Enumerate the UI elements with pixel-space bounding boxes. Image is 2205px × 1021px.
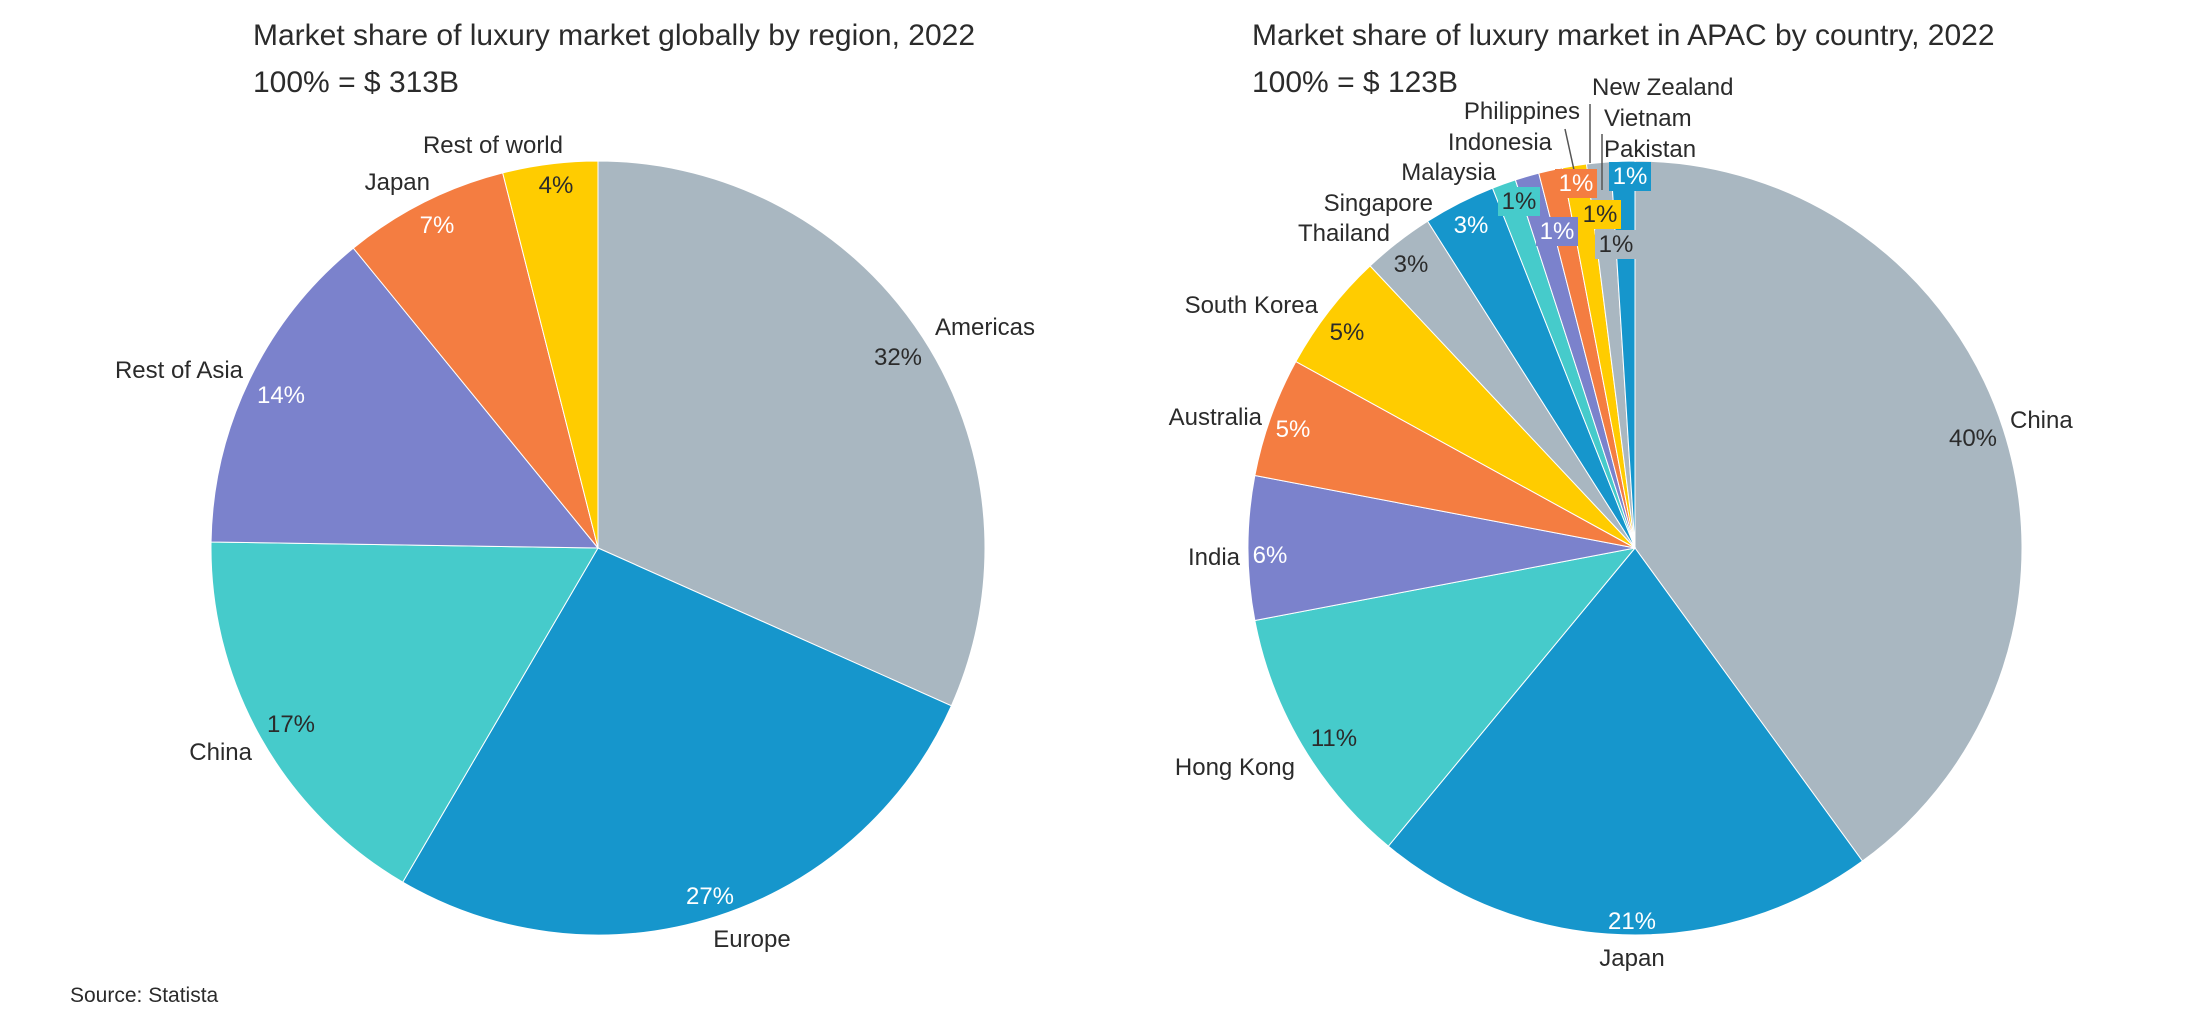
slice-value-thailand: 3% <box>1394 251 1429 278</box>
leader-line <box>1564 128 1575 171</box>
slice-label-vietnam: Vietnam <box>1604 105 1692 132</box>
pie-slice-india <box>1247 474 1636 622</box>
slice-value-south-korea: 5% <box>1330 319 1365 346</box>
slice-label-philippines: Philippines <box>1464 98 1580 125</box>
slice-label-thailand: Thailand <box>1298 220 1390 247</box>
slice-value-hong-kong: 11% <box>1311 725 1357 752</box>
pie-slice-americas <box>597 160 986 707</box>
slice-label-china: China <box>189 739 252 766</box>
chart-subtitle-global: 100% = $ 313B <box>253 66 459 99</box>
value-label-box <box>1609 162 1651 191</box>
slice-value-pakistan: 1% <box>1613 163 1648 190</box>
slice-value-malaysia: 1% <box>1502 188 1537 215</box>
slice-label-europe: Europe <box>713 926 790 953</box>
slice-value-vietnam: 1% <box>1599 231 1634 258</box>
slice-label-malaysia: Malaysia <box>1401 159 1496 186</box>
slice-value-india: 6% <box>1253 542 1288 569</box>
pie-slice-china <box>1634 160 2023 862</box>
source-note: Source: Statista <box>70 984 219 1007</box>
slice-value-rest-of-world: 4% <box>539 172 574 199</box>
pie-chart-apac: China 40% Japan 21% Hong Kong 11% India 6% Austr… <box>1169 74 2074 972</box>
value-label-box <box>1498 187 1540 216</box>
value-label-box <box>1595 230 1637 259</box>
pie-slice-japan <box>1387 547 1864 936</box>
slice-label-singapore: Singapore <box>1324 190 1433 217</box>
slice-label-indonesia: Indonesia <box>1448 129 1553 156</box>
value-label-box <box>1536 217 1578 246</box>
slice-value-japan: 7% <box>420 212 455 239</box>
slice-label-china: China <box>2010 407 2073 434</box>
slice-value-japan: 21% <box>1608 908 1656 935</box>
pie-slice-europe <box>402 547 953 936</box>
pie-slice-rest-of-asia <box>210 247 600 549</box>
value-label-box <box>1579 200 1621 229</box>
slice-value-new-zealand: 1% <box>1583 201 1618 228</box>
slice-label-australia: Australia <box>1169 404 1263 431</box>
slice-value-philippines: 1% <box>1559 170 1594 197</box>
slice-label-americas: Americas <box>935 314 1035 341</box>
slice-value-australia: 5% <box>1276 416 1311 443</box>
slice-label-rest-of-world: Rest of world <box>423 132 563 159</box>
slice-label-rest-of-asia: Rest of Asia <box>115 357 244 384</box>
slice-value-europe: 27% <box>686 883 734 910</box>
slice-value-china: 17% <box>267 711 315 738</box>
slice-label-new-zealand: New Zealand <box>1592 74 1733 101</box>
slice-value-china: 40% <box>1949 425 1997 452</box>
slice-label-india: India <box>1188 544 1241 571</box>
pie-slice-hong-kong <box>1254 547 1637 847</box>
slice-label-japan: Japan <box>365 169 430 196</box>
pie-slice-japan <box>352 172 599 549</box>
value-label-box <box>1555 169 1597 198</box>
chart-subtitle-apac: 100% = $ 123B <box>1252 66 1458 99</box>
slice-label-pakistan: Pakistan <box>1604 136 1696 163</box>
slice-label-south-korea: South Korea <box>1185 292 1319 319</box>
slice-value-americas: 32% <box>874 344 922 371</box>
chart-title-apac: Market share of luxury market in APAC by… <box>1252 19 1995 52</box>
slice-label-japan: Japan <box>1599 945 1664 972</box>
pie-slice-rest-of-world <box>502 160 599 549</box>
slice-value-indonesia: 1% <box>1540 218 1575 245</box>
slice-label-hong-kong: Hong Kong <box>1175 754 1295 781</box>
chart-title-global: Market share of luxury market globally b… <box>253 19 975 52</box>
pie-slice-china <box>210 541 599 883</box>
slice-value-rest-of-asia: 14% <box>257 382 305 409</box>
slice-value-singapore: 3% <box>1454 212 1489 239</box>
pie-chart-global: Americas 32% Europe 27% China 17% Rest of Asia… <box>115 132 1035 953</box>
